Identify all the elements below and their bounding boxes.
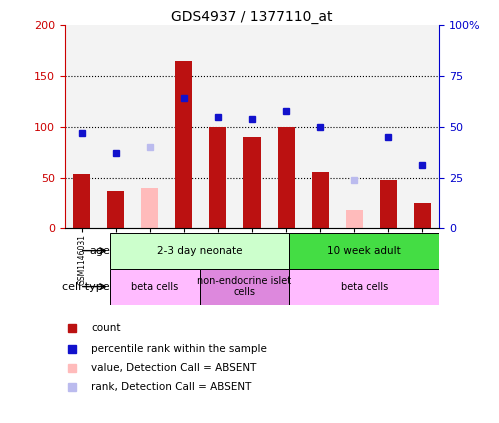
Bar [201,25,235,228]
Bar [303,25,337,228]
Bar [107,191,124,228]
Bar [99,25,133,228]
Text: age: age [89,246,110,255]
Bar [210,127,227,228]
Title: GDS4937 / 1377110_at: GDS4937 / 1377110_at [171,10,333,25]
Bar [289,269,439,305]
Bar [133,25,167,228]
Text: 2-3 day neonate: 2-3 day neonate [157,246,243,255]
Bar [311,172,328,228]
Bar [289,233,439,269]
Text: beta cells: beta cells [131,282,178,291]
Text: percentile rank within the sample: percentile rank within the sample [91,344,267,354]
Bar [73,173,90,228]
Bar [244,137,260,228]
Text: count: count [91,323,121,333]
Bar [405,25,439,228]
Bar [167,25,201,228]
Bar [380,180,397,228]
Bar [337,25,371,228]
Bar [176,61,193,228]
Bar [65,25,99,228]
Bar [200,269,289,305]
Text: rank, Detection Call = ABSENT: rank, Detection Call = ABSENT [91,382,251,393]
Bar [110,233,289,269]
Bar [110,269,200,305]
Text: non-endocrine islet
cells: non-endocrine islet cells [198,276,291,297]
Text: value, Detection Call = ABSENT: value, Detection Call = ABSENT [91,363,256,373]
Bar [269,25,303,228]
Bar [277,127,294,228]
Bar [345,210,363,228]
Bar [141,188,158,228]
Text: 10 week adult: 10 week adult [327,246,401,255]
Bar [371,25,405,228]
Text: beta cells: beta cells [341,282,388,291]
Text: cell type: cell type [62,282,110,291]
Bar [414,203,431,228]
Bar [235,25,269,228]
